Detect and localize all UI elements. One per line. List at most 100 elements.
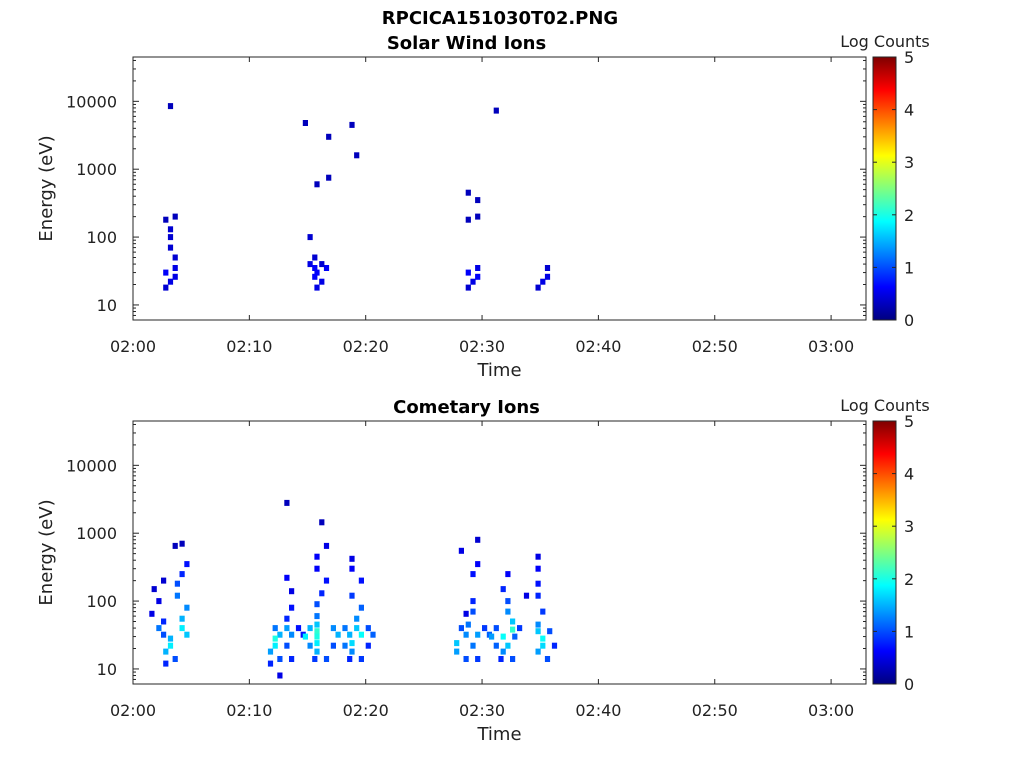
data-cell: [465, 621, 471, 628]
colorbar-tick-label: 3: [904, 153, 914, 172]
data-cell: [349, 648, 355, 655]
data-cell: [458, 547, 464, 554]
x-tick-label: 02:20: [343, 701, 389, 720]
data-cell: [289, 588, 295, 595]
data-cell: [465, 189, 471, 196]
data-cell: [547, 628, 553, 635]
data-cell: [489, 633, 495, 640]
x-tick-label: 02:20: [343, 337, 389, 356]
data-cell: [172, 542, 178, 549]
data-cell: [463, 610, 469, 617]
x-tick-label: 02:40: [575, 701, 621, 720]
data-cell: [295, 625, 302, 632]
data-cell: [314, 565, 320, 572]
colorbar-label: Log Counts: [840, 32, 930, 51]
data-cell: [470, 598, 476, 605]
data-cell: [163, 284, 169, 291]
data-cell: [289, 656, 295, 662]
data-cell: [465, 216, 471, 223]
data-cell: [505, 642, 511, 649]
panel-title: Solar Wind Ions: [387, 33, 546, 54]
data-cell: [314, 648, 320, 655]
colorbar-tick-label: 1: [904, 258, 914, 277]
x-tick-label: 02:10: [226, 337, 272, 356]
data-cell: [312, 254, 318, 261]
data-cell: [312, 273, 318, 280]
data-cell: [498, 656, 504, 662]
data-cell: [167, 244, 174, 251]
colorbar-tick-label: 0: [904, 675, 914, 694]
data-cell: [312, 265, 318, 271]
data-cell: [156, 598, 162, 605]
data-cell: [454, 648, 460, 655]
data-cell: [510, 626, 516, 633]
data-cell: [323, 265, 330, 271]
colorbar-tick-label: 5: [904, 48, 914, 67]
x-tick-label: 02:00: [110, 337, 156, 356]
x-axis-label: Time: [476, 360, 521, 381]
data-cell: [284, 499, 290, 506]
data-cell: [314, 601, 320, 608]
data-cell: [323, 542, 330, 549]
data-cell: [307, 625, 313, 632]
data-cell: [149, 610, 155, 617]
data-cell: [349, 121, 355, 128]
data-cell: [174, 592, 180, 599]
data-cell: [475, 197, 481, 204]
colorbar-tick-label: 1: [904, 622, 914, 641]
data-cell: [179, 615, 185, 622]
data-cell: [493, 625, 499, 632]
data-cell: [184, 561, 190, 568]
data-cell: [277, 656, 283, 662]
data-cell: [314, 553, 320, 560]
colorbar-tick-label: 2: [904, 206, 914, 225]
data-cell: [272, 635, 278, 642]
data-cell: [161, 577, 167, 584]
data-cell: [167, 635, 174, 642]
data-cell: [342, 642, 348, 649]
x-axis-label: Time: [476, 724, 521, 745]
data-cell: [330, 642, 336, 649]
data-cell: [172, 254, 178, 261]
data-cell: [307, 234, 313, 241]
y-tick-label: 10000: [66, 456, 117, 475]
data-cell: [302, 120, 308, 126]
data-cell: [358, 577, 364, 584]
data-cell: [172, 656, 178, 662]
data-cell: [179, 625, 185, 632]
data-cell: [470, 571, 476, 578]
data-cell: [267, 648, 274, 655]
data-cell: [335, 631, 341, 638]
data-cell: [289, 631, 295, 638]
data-cell: [347, 656, 353, 662]
data-cell: [161, 618, 167, 625]
data-cell: [284, 615, 290, 622]
data-cell: [465, 269, 471, 276]
x-tick-label: 03:00: [808, 337, 854, 356]
data-cell: [289, 604, 295, 611]
x-tick-label: 02:30: [459, 337, 505, 356]
colorbar-tick-label: 0: [904, 311, 914, 330]
data-cell: [535, 592, 541, 599]
data-cell: [326, 133, 332, 140]
data-cell: [314, 640, 320, 647]
data-cell: [163, 648, 169, 655]
data-cell: [323, 577, 330, 584]
data-cell: [284, 642, 290, 649]
data-cell: [174, 580, 180, 587]
data-cell: [510, 618, 516, 625]
data-cell: [319, 519, 325, 526]
colorbar: [872, 56, 897, 321]
data-cell: [544, 265, 551, 271]
data-cell: [326, 174, 332, 181]
data-cell: [172, 273, 178, 280]
data-cell: [505, 598, 511, 605]
x-tick-label: 02:40: [575, 337, 621, 356]
data-cell: [314, 284, 320, 291]
data-cell: [312, 656, 318, 662]
data-cell: [314, 613, 320, 620]
x-tick-label: 02:50: [692, 701, 738, 720]
data-cell: [505, 571, 511, 578]
data-cell: [342, 625, 348, 632]
data-cell: [314, 181, 320, 188]
